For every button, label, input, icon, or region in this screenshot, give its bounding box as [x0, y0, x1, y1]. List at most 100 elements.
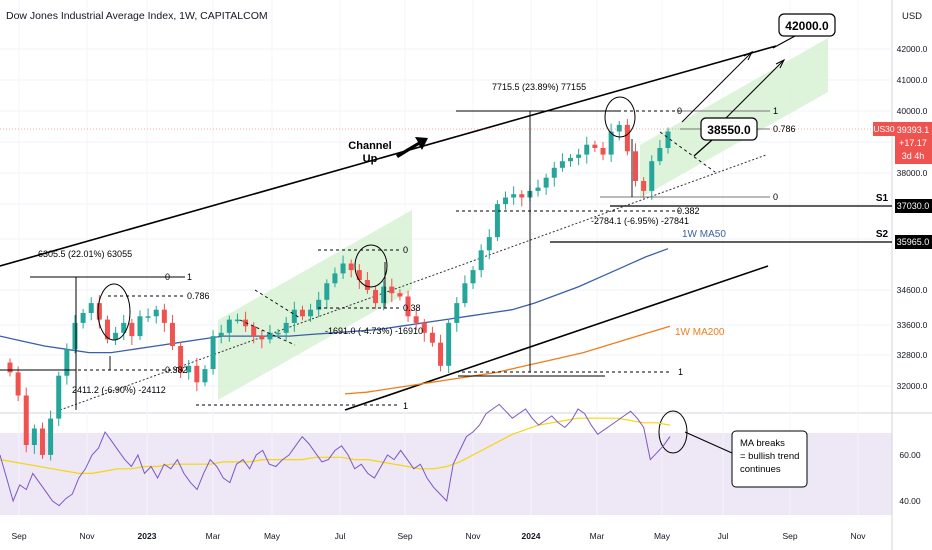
candle: [178, 342, 184, 379]
candle-body: [340, 263, 346, 274]
price-tick-label: 40000.0: [897, 106, 928, 116]
candle-body: [113, 332, 119, 340]
candle: [438, 334, 444, 372]
candle-body: [226, 319, 232, 333]
target-high-label: 42000.0: [785, 19, 829, 33]
rsi-note-line-1: MA breaks: [740, 438, 785, 449]
candle: [429, 326, 435, 347]
candle: [470, 266, 476, 289]
candle: [234, 313, 240, 324]
candle: [649, 155, 655, 200]
ma50-line: [0, 248, 669, 354]
fib-0-c: 0: [677, 106, 682, 116]
candle-body: [64, 349, 70, 376]
measurement-2: 2411.2 (-6.90%) -24112: [72, 385, 166, 395]
candle: [316, 291, 322, 317]
candle-body: [194, 365, 200, 383]
price-tick-label: 32000.0: [897, 381, 928, 391]
candle-body: [15, 372, 21, 396]
ma200-label: 1W MA200: [675, 327, 725, 338]
fib-0-a: 0: [165, 272, 170, 282]
candle-body: [559, 161, 565, 168]
candle: [104, 315, 110, 344]
s2-value-badge: [895, 235, 932, 249]
candle: [503, 191, 509, 210]
candle-body: [397, 293, 403, 297]
candle-body: [7, 362, 13, 373]
fib-0786-c: 0.786: [773, 124, 796, 134]
candle-body: [137, 316, 143, 337]
channel-up-arrow: [396, 137, 428, 158]
fib-0382-c: 0.382: [677, 206, 700, 216]
candle-body: [80, 313, 86, 323]
candle: [332, 267, 338, 288]
candle: [397, 289, 403, 301]
rsi-note-line-3: continues: [740, 464, 781, 475]
candle-body: [324, 283, 330, 300]
measurement-1: 6305.5 (22.01%) 63055: [38, 249, 132, 259]
chart-title: Dow Jones Industrial Average Index, 1W, …: [6, 10, 268, 22]
channel-mid-dotted-line: [59, 154, 767, 411]
candle-body: [39, 428, 45, 455]
candle-body: [657, 148, 663, 162]
time-tick-label: Sep: [782, 531, 797, 541]
candle: [462, 275, 468, 308]
circle-high-2024: [604, 96, 636, 138]
channel-label-line1: Channel: [348, 140, 391, 152]
candle: [218, 324, 224, 344]
candle-body: [31, 428, 37, 445]
candle: [88, 297, 94, 321]
channel-upper-line: [0, 45, 777, 267]
candle: [373, 285, 379, 309]
candle-body: [145, 316, 151, 318]
price-tick-label: 42000.0: [897, 44, 928, 54]
candle: [129, 318, 135, 346]
ma200-line: [344, 325, 671, 395]
candle-body: [413, 316, 419, 323]
candle: [259, 330, 265, 349]
channel-lower-line: [344, 265, 769, 411]
ma50-label: 1W MA50: [682, 229, 726, 240]
candle-body: [332, 273, 338, 284]
candle: [39, 422, 45, 459]
candle-body: [169, 322, 175, 346]
fib-0786-a: 0.786: [187, 291, 210, 301]
candle: [584, 136, 590, 164]
candle: [31, 424, 37, 454]
rsi-tick-label: 40.00: [899, 496, 921, 506]
target-mid-callout: 38550.0: [693, 117, 758, 157]
candle-body: [592, 144, 598, 148]
circle-high-2022: [97, 283, 131, 341]
candle-body: [470, 270, 476, 284]
rsi-tick-label: 60.00: [899, 450, 921, 460]
circle-high-2023: [354, 244, 388, 288]
price-tick-label: 41000.0: [897, 75, 928, 85]
candle: [186, 359, 192, 380]
candle-body: [486, 237, 492, 251]
candle-body: [568, 157, 574, 162]
candle: [600, 142, 606, 161]
time-tick-label: Mar: [590, 531, 605, 541]
candle: [113, 326, 119, 346]
candle-body: [267, 332, 273, 340]
candle-body: [96, 303, 102, 320]
candle: [576, 148, 582, 166]
candle: [511, 186, 517, 205]
candle-body: [299, 309, 305, 317]
candle: [226, 315, 232, 342]
candles: [7, 118, 671, 461]
candle: [210, 330, 216, 375]
price-axis: 42000.041000.040000.039000.038000.037000…: [897, 44, 928, 391]
candle: [389, 278, 395, 303]
candle-body: [608, 131, 614, 155]
candle: [324, 279, 330, 309]
candle-body: [584, 144, 590, 155]
candle: [161, 303, 167, 332]
time-tick-label: Jul: [718, 531, 729, 541]
measurement-5: -2784.1 (-6.95%) -27841: [591, 216, 689, 226]
candle-body: [381, 286, 387, 304]
candle-body: [316, 299, 322, 310]
candle-body: [438, 342, 444, 366]
time-tick-label: May: [264, 531, 281, 541]
